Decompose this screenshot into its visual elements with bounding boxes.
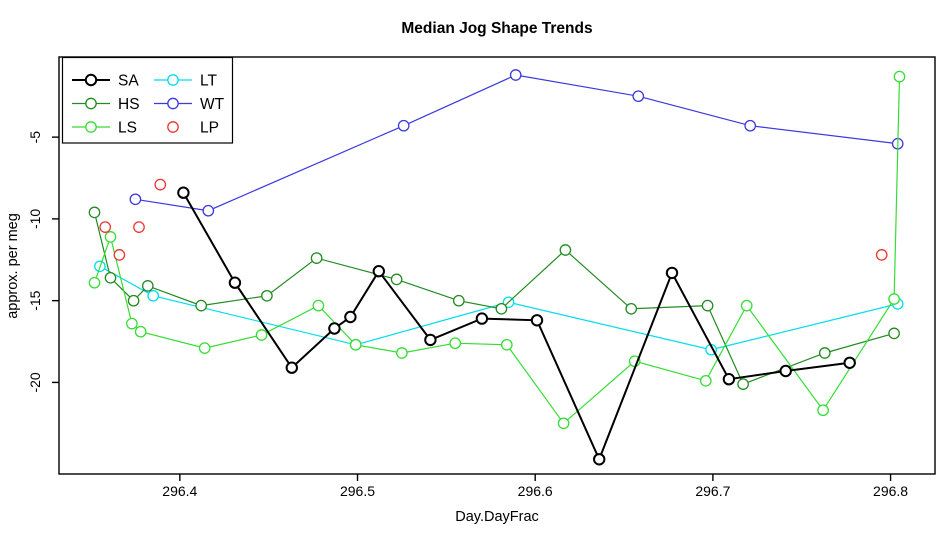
data-point-HS xyxy=(495,302,508,315)
legend-marker-WT xyxy=(167,97,179,110)
series-line-WT xyxy=(135,74,898,212)
chart-title: Median Jog Shape Trends xyxy=(401,20,592,37)
data-point-WT xyxy=(632,90,645,103)
legend-marker-LS xyxy=(85,121,97,133)
data-point-LS xyxy=(134,325,147,338)
data-point-HS xyxy=(701,299,714,312)
series-line-SA xyxy=(182,192,850,462)
data-point-LS xyxy=(740,299,753,312)
data-point-LP xyxy=(154,178,167,191)
data-point-HS xyxy=(390,273,403,286)
legend-label-LP: LP xyxy=(200,120,219,137)
data-point-LS xyxy=(126,317,138,330)
data-point-HS xyxy=(261,289,273,302)
data-point-HS xyxy=(88,206,101,219)
data-point-LS xyxy=(349,338,362,351)
legend-label-LT: LT xyxy=(200,73,217,90)
data-point-SA xyxy=(779,364,792,378)
x-tick-label: 296.6 xyxy=(518,483,553,499)
data-point-LS xyxy=(893,70,906,83)
data-point-HS xyxy=(104,271,117,284)
data-point-SA xyxy=(722,373,736,386)
data-point-LS xyxy=(888,293,900,305)
data-point-HS xyxy=(141,280,154,292)
data-point-LS xyxy=(198,342,211,354)
data-point-LS xyxy=(104,231,117,243)
data-point-LP xyxy=(875,249,888,261)
x-tick-label: 296.5 xyxy=(340,483,375,499)
data-point-HS xyxy=(737,378,749,390)
data-point-LS xyxy=(699,374,712,387)
data-point-SA xyxy=(285,361,298,374)
data-point-LS xyxy=(312,299,325,312)
data-point-WT xyxy=(397,119,410,132)
x-tick-label: 296.8 xyxy=(873,483,908,499)
y-tick-label: -15 xyxy=(27,290,43,310)
data-point-LP xyxy=(113,249,126,261)
data-point-SA xyxy=(228,276,242,289)
legend-label-WT: WT xyxy=(200,96,225,113)
data-point-SA xyxy=(372,265,385,278)
data-point-LS xyxy=(396,347,408,359)
legend-label-HS: HS xyxy=(118,96,140,113)
data-point-SA xyxy=(344,310,357,324)
data-point-HS xyxy=(888,327,900,340)
legend-marker-LT xyxy=(167,74,179,86)
y-tick-label: -5 xyxy=(27,131,43,144)
legend-marker-HS xyxy=(85,97,97,110)
data-point-SA xyxy=(475,312,489,325)
legend-marker-LP xyxy=(167,121,179,133)
x-tick-label: 296.4 xyxy=(162,483,197,499)
data-point-SA xyxy=(424,333,437,347)
data-point-HS xyxy=(559,244,572,256)
data-point-HS xyxy=(310,252,323,264)
data-point-LS xyxy=(500,338,513,351)
data-point-LS xyxy=(449,337,462,350)
data-point-LP xyxy=(133,221,145,233)
data-point-SA xyxy=(177,186,190,199)
data-point-SA xyxy=(530,314,544,327)
x-axis-label: Day.DayFrac xyxy=(455,509,539,525)
data-point-WT xyxy=(202,204,215,217)
data-point-LS xyxy=(255,329,268,341)
data-point-LT xyxy=(147,289,160,302)
data-point-WT xyxy=(129,193,142,206)
data-point-WT xyxy=(744,119,757,132)
data-point-LP xyxy=(99,221,112,233)
y-axis-label: approx. per meg xyxy=(5,213,21,319)
data-point-HS xyxy=(195,299,208,312)
series-line-LT xyxy=(99,265,898,351)
data-point-SA xyxy=(843,356,856,369)
data-point-HS xyxy=(127,294,140,307)
y-tick-label: -20 xyxy=(27,372,43,392)
data-point-LS xyxy=(817,404,829,417)
data-point-SA xyxy=(328,322,341,335)
data-point-HS xyxy=(818,347,831,359)
data-point-SA xyxy=(593,453,606,466)
plot-content: 296.4 296.5 296.6 296.7 296.8 -5 -10 -15 -20 SA HS… xyxy=(27,56,936,499)
plot-border xyxy=(58,56,936,475)
data-point-SA xyxy=(665,266,679,280)
data-point-LS xyxy=(557,417,570,430)
legend-label-SA: SA xyxy=(118,73,139,90)
x-tick-label: 296.7 xyxy=(695,483,730,499)
legend-label-LS: LS xyxy=(118,120,137,137)
data-point-HS xyxy=(625,302,638,315)
data-point-WT xyxy=(509,69,522,81)
data-point-HS xyxy=(452,294,465,307)
data-point-LS xyxy=(88,276,101,289)
legend-marker-SA xyxy=(84,73,98,87)
y-tick-label: -10 xyxy=(27,209,43,229)
series-line-HS xyxy=(93,212,895,385)
